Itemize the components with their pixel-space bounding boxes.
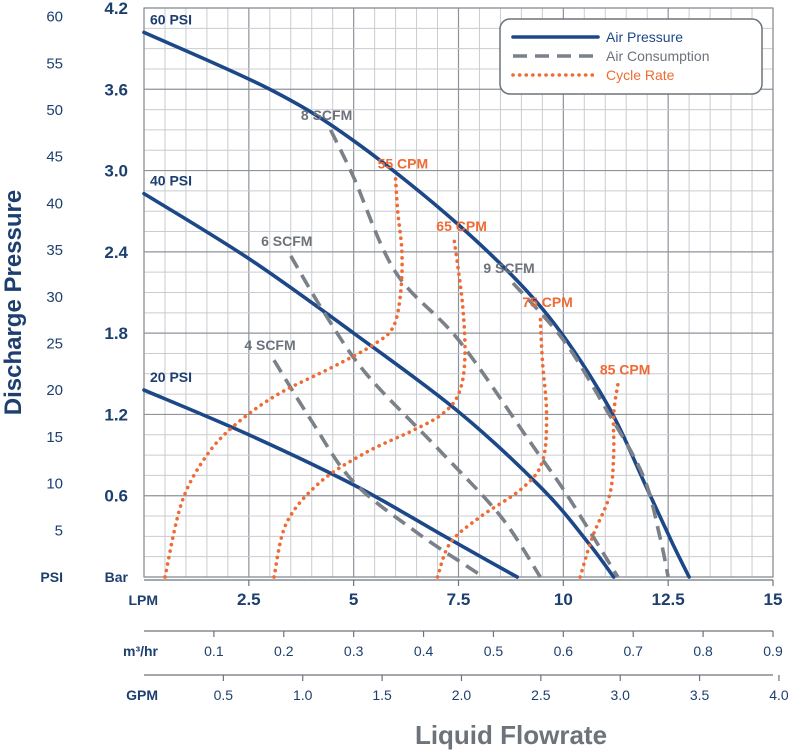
y-bar-tick: 0.6	[104, 487, 128, 506]
x-gpm-tick: 2.0	[452, 687, 472, 703]
y-bar-tick: 3.6	[104, 80, 128, 99]
curve-6-scfm	[289, 255, 542, 578]
curve-9-scfm	[511, 281, 670, 578]
y-psi-tick: 50	[46, 102, 63, 119]
y-bar-unit: Bar	[105, 569, 129, 585]
y-bar-tick: 1.2	[104, 405, 128, 424]
x-lpm-tick: 2.5	[237, 590, 261, 609]
plot-frame	[143, 7, 774, 578]
x-gpm-tick: 3.5	[690, 687, 710, 703]
x-lpm-tick: 12.5	[652, 590, 685, 609]
y-psi-tick: 35	[46, 242, 63, 259]
x-m3hr-tick: 0.7	[623, 643, 643, 659]
curve-55-cpm	[163, 176, 404, 579]
x-gpm-tick: 1.5	[372, 687, 392, 703]
x-gpm-tick: 2.5	[531, 687, 551, 703]
curve-label-60-psi: 60 PSI	[150, 11, 192, 27]
y-psi-tick: 15	[46, 429, 63, 446]
x-gpm-unit: GPM	[126, 687, 158, 703]
x-m3hr-unit: m³/hr	[123, 643, 159, 659]
y-psi-tick: 40	[46, 195, 63, 212]
y-psi-tick: 60	[46, 9, 63, 26]
curve-label-6-scfm: 6 SCFM	[261, 233, 312, 249]
y-bar-tick: 2.4	[104, 243, 128, 262]
legend-entry: Cycle Rate	[606, 67, 675, 83]
y-bar-tick: 1.8	[104, 324, 128, 343]
y-psi-tick: 25	[46, 335, 63, 352]
curve-label-65-cpm: 65 CPM	[436, 218, 487, 234]
y-psi-tick: 30	[46, 289, 63, 306]
x-m3hr-tick: 0.4	[414, 643, 434, 659]
curve-label-8-scfm: 8 SCFM	[301, 107, 352, 123]
x-gpm-tick: 0.5	[214, 687, 234, 703]
x-lpm-unit: LPM	[128, 592, 158, 608]
x-lpm-tick: 15	[764, 590, 783, 609]
x-m3hr-tick: 0.5	[484, 643, 504, 659]
curve-40-psi	[142, 191, 616, 579]
curve-label-4-scfm: 4 SCFM	[244, 337, 295, 353]
curve-8-scfm	[328, 129, 620, 578]
legend-entry: Air Pressure	[606, 29, 683, 45]
x-m3hr-tick: 0.8	[693, 643, 713, 659]
curve-85-cpm	[578, 382, 620, 579]
x-lpm-tick: 5	[349, 590, 358, 609]
x-m3hr-tick: 0.9	[763, 643, 783, 659]
x-m3hr-tick: 0.2	[274, 643, 294, 659]
y-psi-tick: 20	[46, 382, 63, 399]
curve-20-psi	[142, 388, 520, 579]
x-m3hr-tick: 0.3	[344, 643, 364, 659]
x-m3hr-tick: 0.6	[554, 643, 574, 659]
curve-label-85-cpm: 85 CPM	[600, 362, 651, 378]
y-psi-unit: PSI	[40, 569, 63, 585]
y-psi-tick: 5	[55, 522, 63, 539]
x-m3hr-tick: 0.1	[204, 643, 224, 659]
y-bar-tick: 4.2	[104, 0, 128, 18]
x-axis-title: Liquid Flowrate	[415, 720, 607, 750]
y-psi-tick: 10	[46, 476, 63, 493]
curve-75-cpm	[435, 315, 549, 579]
x-lpm-tick: 10	[554, 590, 573, 609]
y-psi-tick: 55	[46, 55, 63, 72]
curve-label-40-psi: 40 PSI	[150, 173, 192, 189]
curve-label-75-cpm: 75 CPM	[522, 294, 573, 310]
x-gpm-tick: 1.0	[293, 687, 313, 703]
curve-60-psi	[142, 30, 691, 579]
y-psi-tick: 45	[46, 149, 63, 166]
y-axis-title: Discharge Pressure	[0, 190, 27, 415]
legend-entry: Air Consumption	[606, 48, 710, 64]
curve-4-scfm	[272, 359, 485, 579]
y-bar-tick: 3.0	[104, 162, 128, 181]
curve-label-9-scfm: 9 SCFM	[483, 260, 534, 276]
curve-label-20-psi: 20 PSI	[150, 369, 192, 385]
curve-label-55-cpm: 55 CPM	[378, 156, 429, 172]
x-gpm-tick: 3.0	[610, 687, 630, 703]
x-gpm-tick: 4.0	[769, 687, 788, 703]
x-lpm-tick: 7.5	[447, 590, 471, 609]
